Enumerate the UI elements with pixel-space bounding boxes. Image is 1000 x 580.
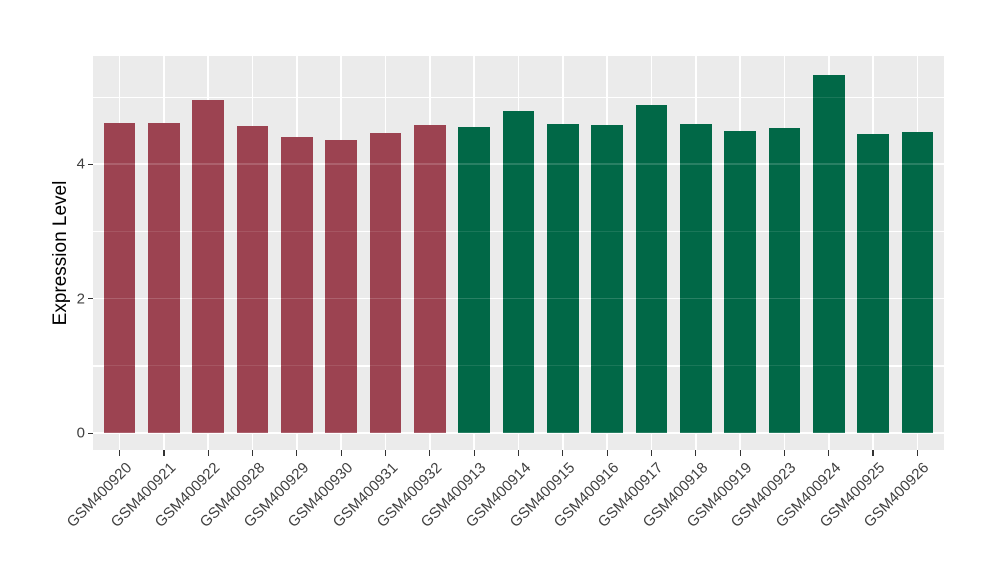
x-tick-mark: [783, 450, 786, 456]
plot-panel: [93, 56, 944, 450]
minor-gridline-overlay: [93, 96, 944, 98]
y-tick-label: 2: [76, 290, 85, 308]
x-tick-mark: [296, 450, 298, 456]
x-tick-mark: [517, 450, 520, 456]
x-tick-mark: [251, 450, 254, 456]
x-tick-mark: [739, 450, 741, 456]
bar-GSM400920: [103, 123, 136, 434]
x-tick-mark: [650, 450, 653, 456]
bar-GSM400932: [414, 124, 446, 434]
x-tick-mark: [916, 450, 918, 456]
y-tick-mark: [88, 298, 93, 300]
gridlines-overlay-layer: [93, 56, 944, 450]
bar-GSM400916: [591, 124, 623, 434]
bar-GSM400923: [768, 127, 801, 434]
x-tick-mark: [473, 450, 475, 456]
y-tick-label: 4: [76, 155, 85, 173]
bar-GSM400914: [502, 111, 535, 434]
bar-GSM400931: [369, 132, 402, 434]
bar-GSM400930: [325, 140, 358, 434]
x-tick-mark: [207, 450, 209, 456]
major-gridline-overlay: [93, 297, 944, 300]
bar-GSM400915: [546, 123, 579, 434]
x-tick-mark: [828, 450, 830, 456]
minor-gridline-overlay: [93, 365, 944, 367]
bar-GSM400928: [236, 125, 269, 434]
bar-GSM400917: [635, 105, 668, 434]
bar-GSM400913: [458, 127, 491, 434]
bars-layer: [93, 56, 944, 450]
bar-GSM400925: [857, 133, 889, 434]
x-tick-mark: [695, 450, 697, 456]
x-tick-mark: [562, 450, 564, 456]
y-tick-mark: [88, 432, 93, 434]
bar-GSM400929: [281, 137, 313, 434]
y-tick-mark: [88, 163, 93, 165]
x-tick-mark: [340, 450, 342, 456]
major-gridline-overlay: [93, 163, 944, 165]
bar-GSM400918: [679, 123, 712, 434]
bar-GSM400926: [901, 131, 934, 434]
x-tick-mark: [606, 450, 608, 456]
bar-GSM400922: [192, 100, 225, 434]
x-tick-mark: [163, 450, 165, 456]
x-tick-mark: [384, 450, 387, 456]
minor-gridline-overlay: [93, 230, 944, 232]
bar-GSM400919: [724, 130, 756, 434]
x-tick-mark: [429, 450, 431, 456]
bar-GSM400921: [148, 123, 180, 434]
bar-GSM400924: [812, 74, 845, 434]
y-tick-label: 0: [76, 424, 85, 442]
x-tick-mark: [118, 450, 121, 456]
x-tick-mark: [872, 450, 874, 456]
major-gridline-overlay: [93, 432, 944, 434]
